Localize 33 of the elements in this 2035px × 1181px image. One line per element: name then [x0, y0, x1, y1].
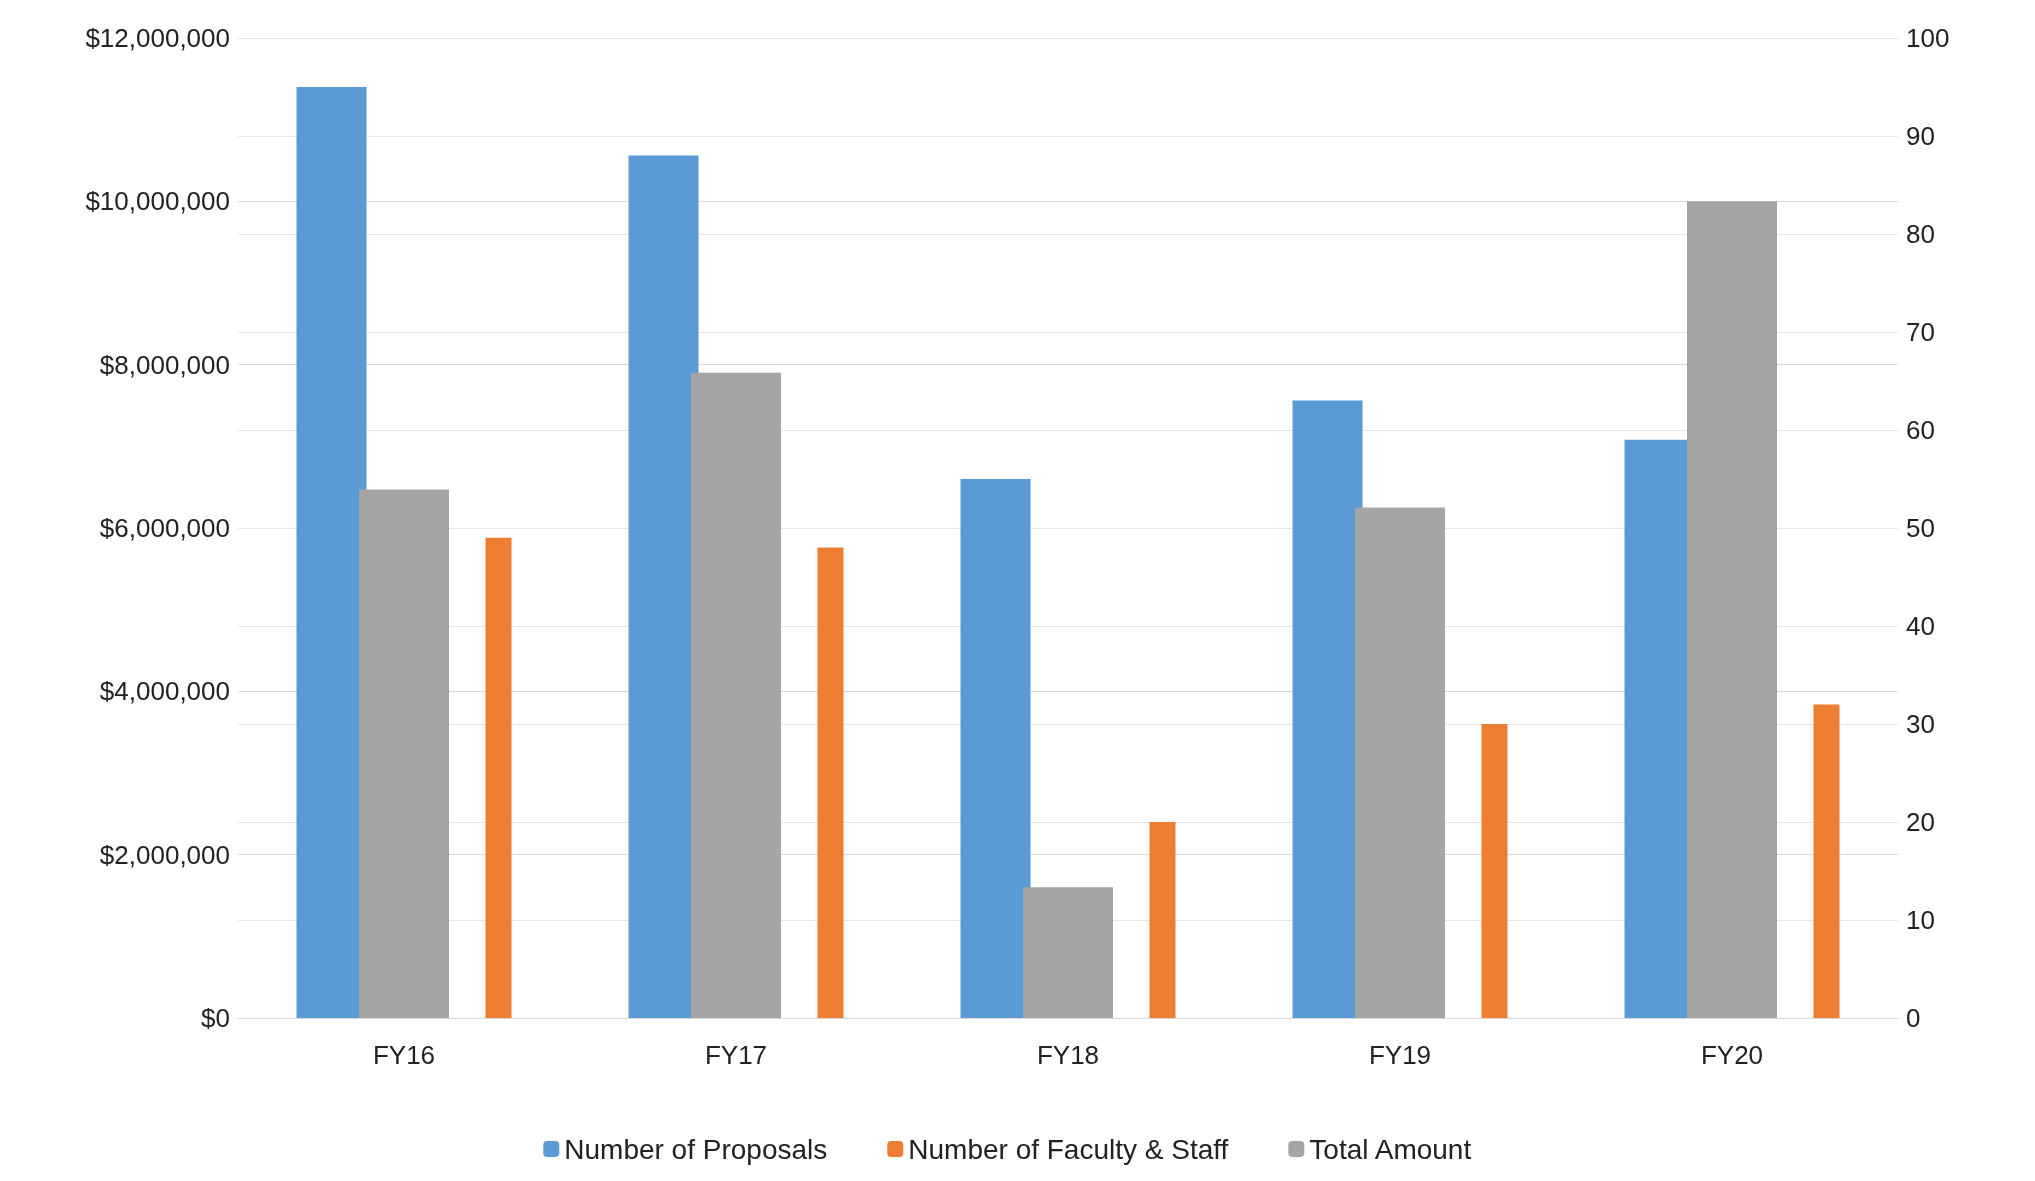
y2-tick-label: 70	[1906, 317, 1935, 347]
bar	[1149, 822, 1176, 1018]
x-tick-label: FY19	[1368, 1040, 1432, 1070]
y2-tick-label: 10	[1906, 905, 1935, 935]
bar	[1813, 704, 1840, 1018]
x-tick-label: FY17	[704, 1040, 768, 1070]
x-tick-label: FY18	[1036, 1040, 1100, 1070]
y2-tick-label: 30	[1906, 709, 1935, 739]
bar	[960, 479, 1031, 1018]
bar	[1481, 724, 1508, 1018]
y-tick-label: $6,000,000	[99, 513, 230, 543]
legend-label: Total Amount	[1309, 1133, 1472, 1165]
y-tick-label: $0	[201, 1003, 230, 1033]
y2-tick-label: 40	[1906, 611, 1935, 641]
bar	[1023, 887, 1113, 1018]
y-tick-label: $2,000,000	[99, 839, 230, 870]
y2-tick-label: 90	[1906, 121, 1935, 151]
y2-tick-label: 20	[1906, 807, 1935, 837]
y2-tick-label: 50	[1906, 513, 1935, 543]
y2-tick-label: 0	[1906, 1003, 1921, 1033]
y2-tick-label: 100	[1906, 23, 1950, 53]
legend-label: Number of Faculty & Staff	[908, 1133, 1229, 1165]
x-tick-label: FY16	[372, 1040, 436, 1070]
y-tick-label: $12,000,000	[85, 23, 230, 53]
y2-tick-label: 60	[1906, 415, 1935, 445]
y2-tick-label: 80	[1906, 219, 1935, 249]
bar	[485, 537, 512, 1018]
y-tick-label: $4,000,000	[99, 676, 230, 707]
y-tick-label: $8,000,000	[99, 349, 230, 380]
legend-label: Number of Proposals	[564, 1133, 828, 1165]
y-tick-label: $10,000,000	[85, 186, 230, 217]
x-tick-label: FY20	[1700, 1040, 1764, 1070]
bar	[817, 547, 844, 1018]
